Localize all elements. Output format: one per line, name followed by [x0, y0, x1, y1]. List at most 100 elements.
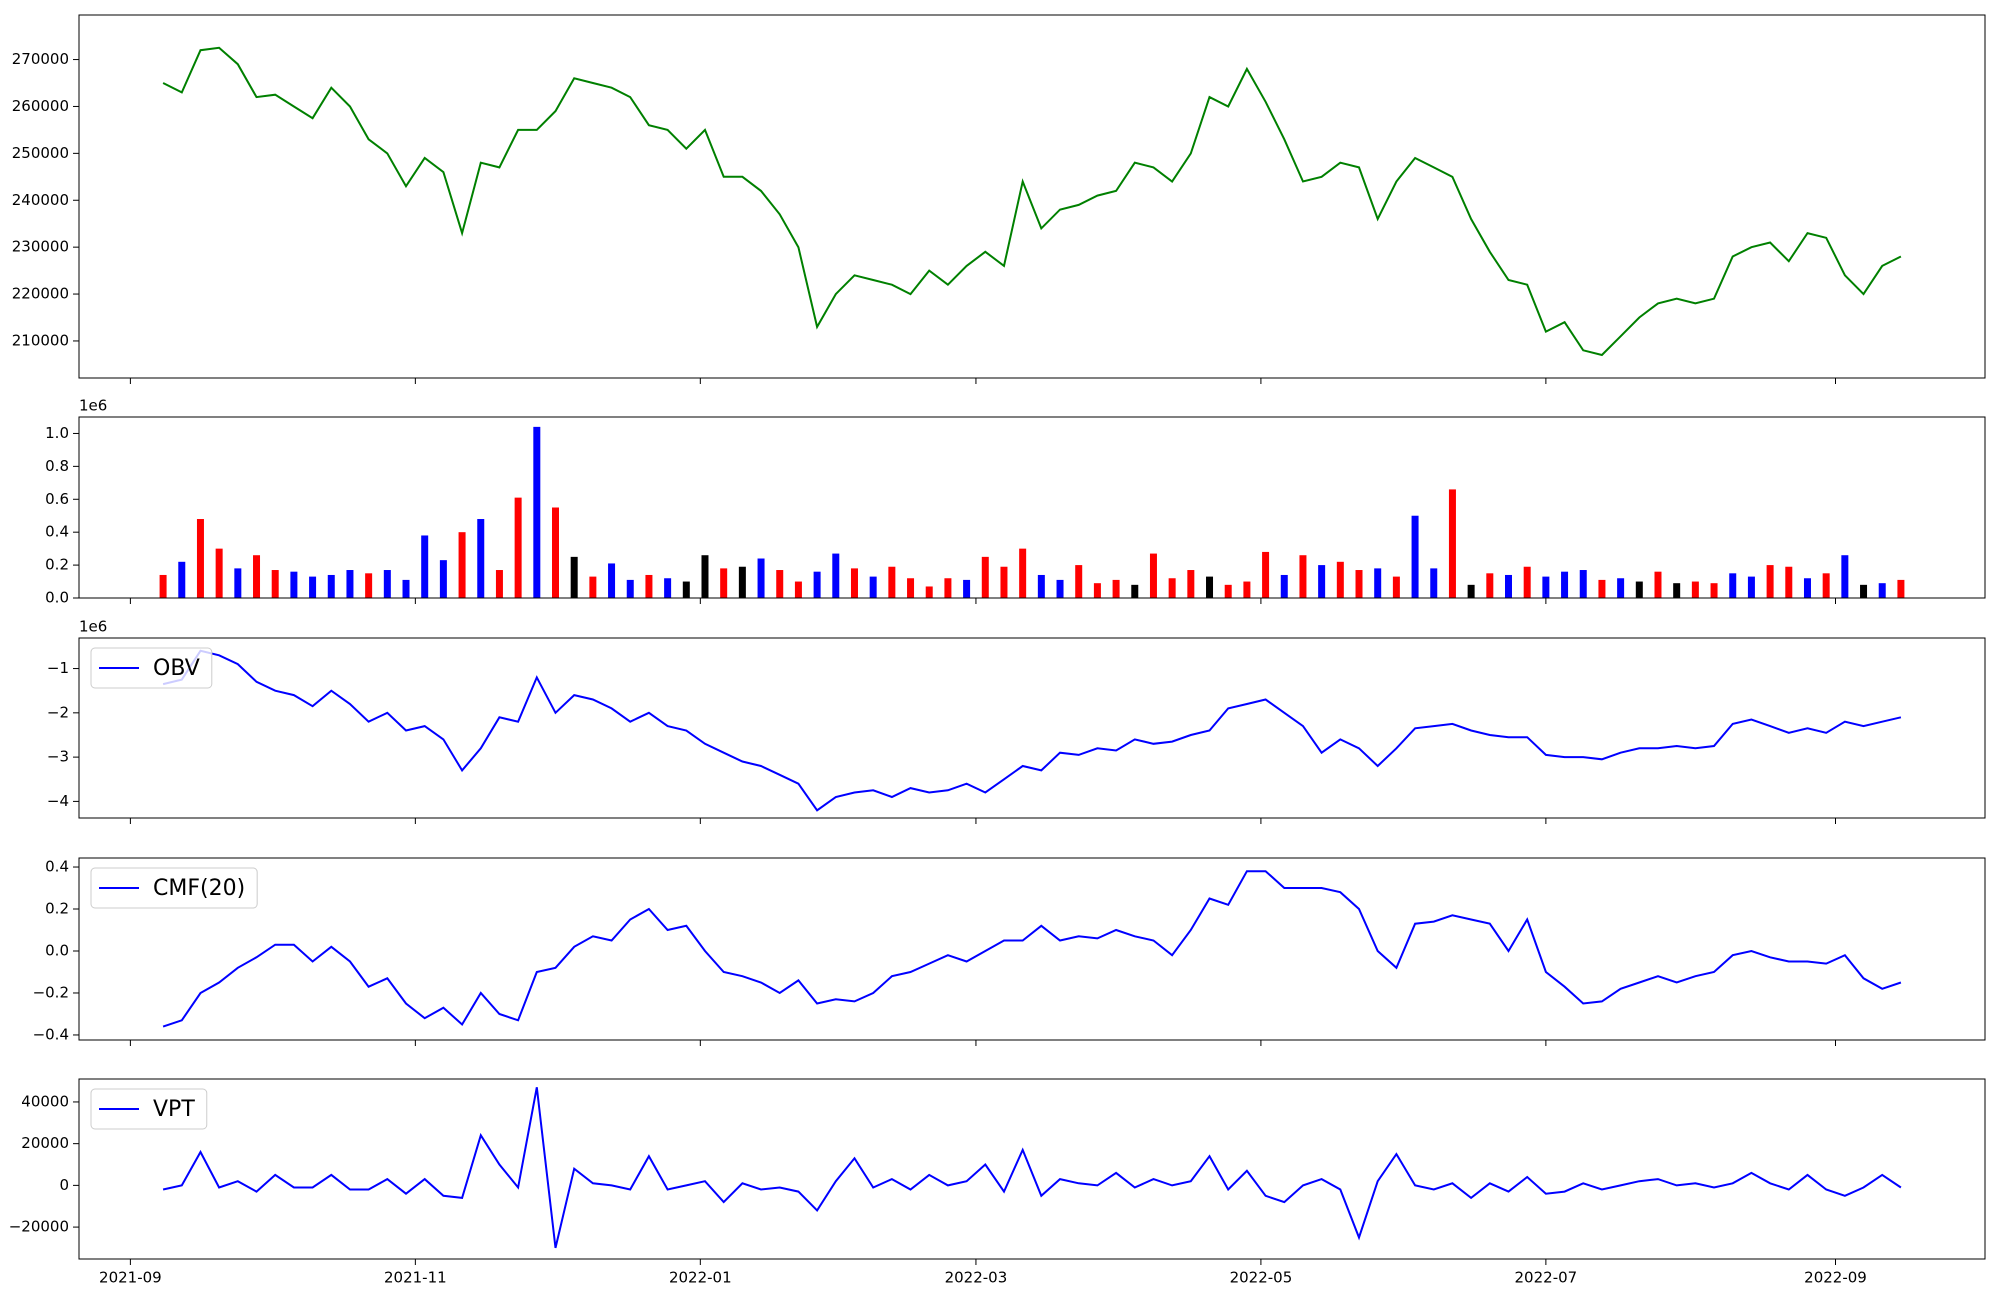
offset-text: 1e6	[79, 618, 107, 636]
bar	[1168, 578, 1176, 598]
bar	[944, 578, 952, 598]
bar	[1860, 584, 1868, 598]
bar	[1635, 581, 1643, 598]
bar	[1149, 553, 1157, 598]
bar	[253, 555, 261, 598]
y-tick-label: 1.0	[45, 424, 69, 442]
y-tick-label: 0.0	[45, 941, 69, 959]
bar	[1878, 583, 1886, 598]
bar	[346, 570, 354, 598]
y-tick-label: 0.8	[45, 457, 69, 475]
x-tick-label: 2021-11	[384, 1269, 447, 1287]
bar	[1224, 584, 1232, 598]
y-tick-label: 0.0	[45, 589, 69, 607]
line	[162, 649, 1902, 812]
legend-label: VPT	[153, 1097, 195, 1122]
bar	[1000, 566, 1008, 598]
y-tick-label: 250000	[12, 144, 69, 162]
bar	[290, 571, 298, 598]
bar	[1486, 573, 1494, 598]
bar	[1430, 568, 1438, 598]
bar	[1841, 555, 1849, 598]
bar	[1037, 574, 1045, 598]
bar	[570, 556, 578, 598]
offset-text: 1e6	[79, 397, 107, 415]
bar	[402, 579, 410, 598]
bar	[1766, 565, 1774, 598]
bar	[888, 566, 896, 598]
bar	[682, 581, 690, 598]
bar	[626, 579, 634, 598]
legend-box	[90, 1088, 208, 1130]
axes-frame	[78, 416, 1986, 599]
bar	[383, 570, 391, 598]
bar	[215, 548, 223, 598]
y-tick-label: 240000	[12, 191, 69, 209]
bar	[421, 535, 429, 598]
bar	[327, 574, 335, 598]
bar	[477, 519, 485, 598]
bar	[1187, 570, 1195, 598]
bar	[1579, 570, 1587, 598]
bar	[514, 497, 522, 598]
y-tick-label: 20000	[21, 1134, 69, 1152]
bar	[495, 570, 503, 598]
y-tick-label: 40000	[21, 1092, 69, 1110]
y-tick-label: −0.4	[33, 1025, 69, 1043]
legend-label: OBV	[153, 656, 200, 681]
y-tick-label: −20000	[9, 1218, 69, 1236]
bar	[701, 555, 709, 598]
bar	[1467, 584, 1475, 598]
x-tick-label: 2021-09	[99, 1269, 162, 1287]
bar	[178, 561, 186, 598]
bar	[738, 566, 746, 598]
y-tick-label: −1	[47, 659, 69, 677]
bar	[533, 426, 541, 598]
y-tick-label: −3	[47, 748, 69, 766]
bar	[1299, 555, 1307, 598]
bar	[925, 586, 933, 598]
bar	[850, 568, 858, 598]
bar	[1803, 578, 1811, 598]
bar	[1243, 581, 1251, 598]
bar	[589, 576, 597, 598]
bar	[1336, 561, 1344, 598]
bar	[1673, 583, 1681, 598]
bar	[271, 570, 279, 598]
bar	[439, 560, 447, 598]
bar	[907, 578, 915, 598]
bar	[1206, 576, 1214, 598]
axes-frame	[78, 857, 1986, 1041]
y-tick-label: 0.6	[45, 490, 69, 508]
bar	[1280, 574, 1288, 598]
y-tick-label: 260000	[12, 97, 69, 115]
axes-frame	[78, 1078, 1986, 1260]
legend-box	[90, 647, 213, 689]
y-tick-label: 0.2	[45, 900, 69, 918]
bar	[1822, 573, 1830, 598]
x-tick-label: 2022-05	[1230, 1269, 1293, 1287]
x-tick-label: 2022-01	[669, 1269, 732, 1287]
y-tick-label: 210000	[12, 331, 69, 349]
bar	[981, 556, 989, 598]
bar	[1505, 574, 1512, 598]
bar	[1710, 583, 1718, 598]
bar	[1019, 548, 1027, 598]
y-tick-label: 0.2	[45, 556, 69, 574]
x-tick-label: 2022-09	[1804, 1269, 1867, 1287]
bar	[1691, 581, 1699, 598]
y-tick-label: −0.2	[33, 983, 69, 1001]
y-tick-label: −2	[47, 703, 69, 721]
bar	[1598, 579, 1606, 598]
bar	[1561, 571, 1569, 598]
bar	[1542, 576, 1550, 598]
bar	[159, 574, 167, 598]
bar	[365, 573, 373, 598]
bar	[1318, 565, 1326, 598]
bar	[234, 568, 242, 598]
bar	[1131, 584, 1139, 598]
bar	[1654, 571, 1662, 598]
bar	[1392, 576, 1400, 598]
